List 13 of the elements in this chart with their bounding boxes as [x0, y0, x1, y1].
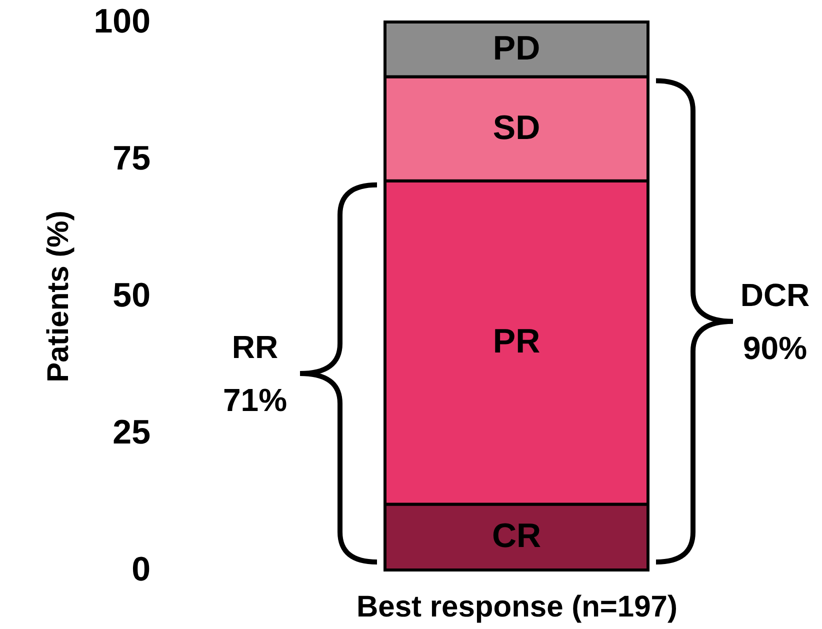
series-label: SD — [492, 108, 540, 147]
y-axis-title: Patients (%) — [42, 210, 75, 382]
y-tick-label: 0 — [132, 550, 150, 588]
series-label: PR — [492, 322, 540, 361]
x-axis-title: Best response (n=197) — [356, 590, 678, 624]
y-tick-label: 100 — [94, 2, 150, 40]
series-label: PD — [492, 29, 540, 68]
text: DCR 90% — [740, 276, 810, 366]
series-label: CR — [492, 517, 542, 556]
text: RR 71% — [222, 328, 288, 418]
y-tick-label: 50 — [112, 276, 150, 314]
y-tick-label: 25 — [112, 414, 150, 452]
y-tick-label: 75 — [112, 140, 150, 178]
